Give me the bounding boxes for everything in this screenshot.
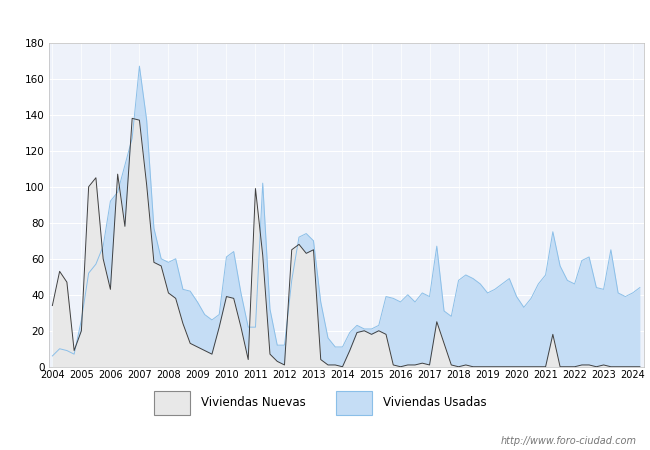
- Bar: [336, 391, 372, 415]
- Bar: [154, 391, 190, 415]
- Text: Viviendas Usadas: Viviendas Usadas: [384, 396, 487, 409]
- Text: http://www.foro-ciudad.com: http://www.foro-ciudad.com: [501, 436, 637, 446]
- Text: Viviendas Nuevas: Viviendas Nuevas: [202, 396, 306, 409]
- Text: Cambre - Evolucion del Nº de Transacciones Inmobiliarias: Cambre - Evolucion del Nº de Transaccion…: [125, 9, 525, 23]
